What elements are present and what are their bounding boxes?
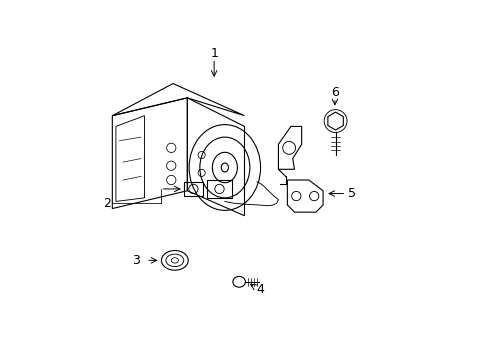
Text: 3: 3 — [131, 254, 139, 267]
Text: 6: 6 — [330, 86, 338, 99]
Text: 2: 2 — [103, 197, 111, 210]
Text: 1: 1 — [210, 47, 218, 60]
Text: 4: 4 — [256, 283, 264, 296]
Text: 5: 5 — [347, 187, 355, 200]
